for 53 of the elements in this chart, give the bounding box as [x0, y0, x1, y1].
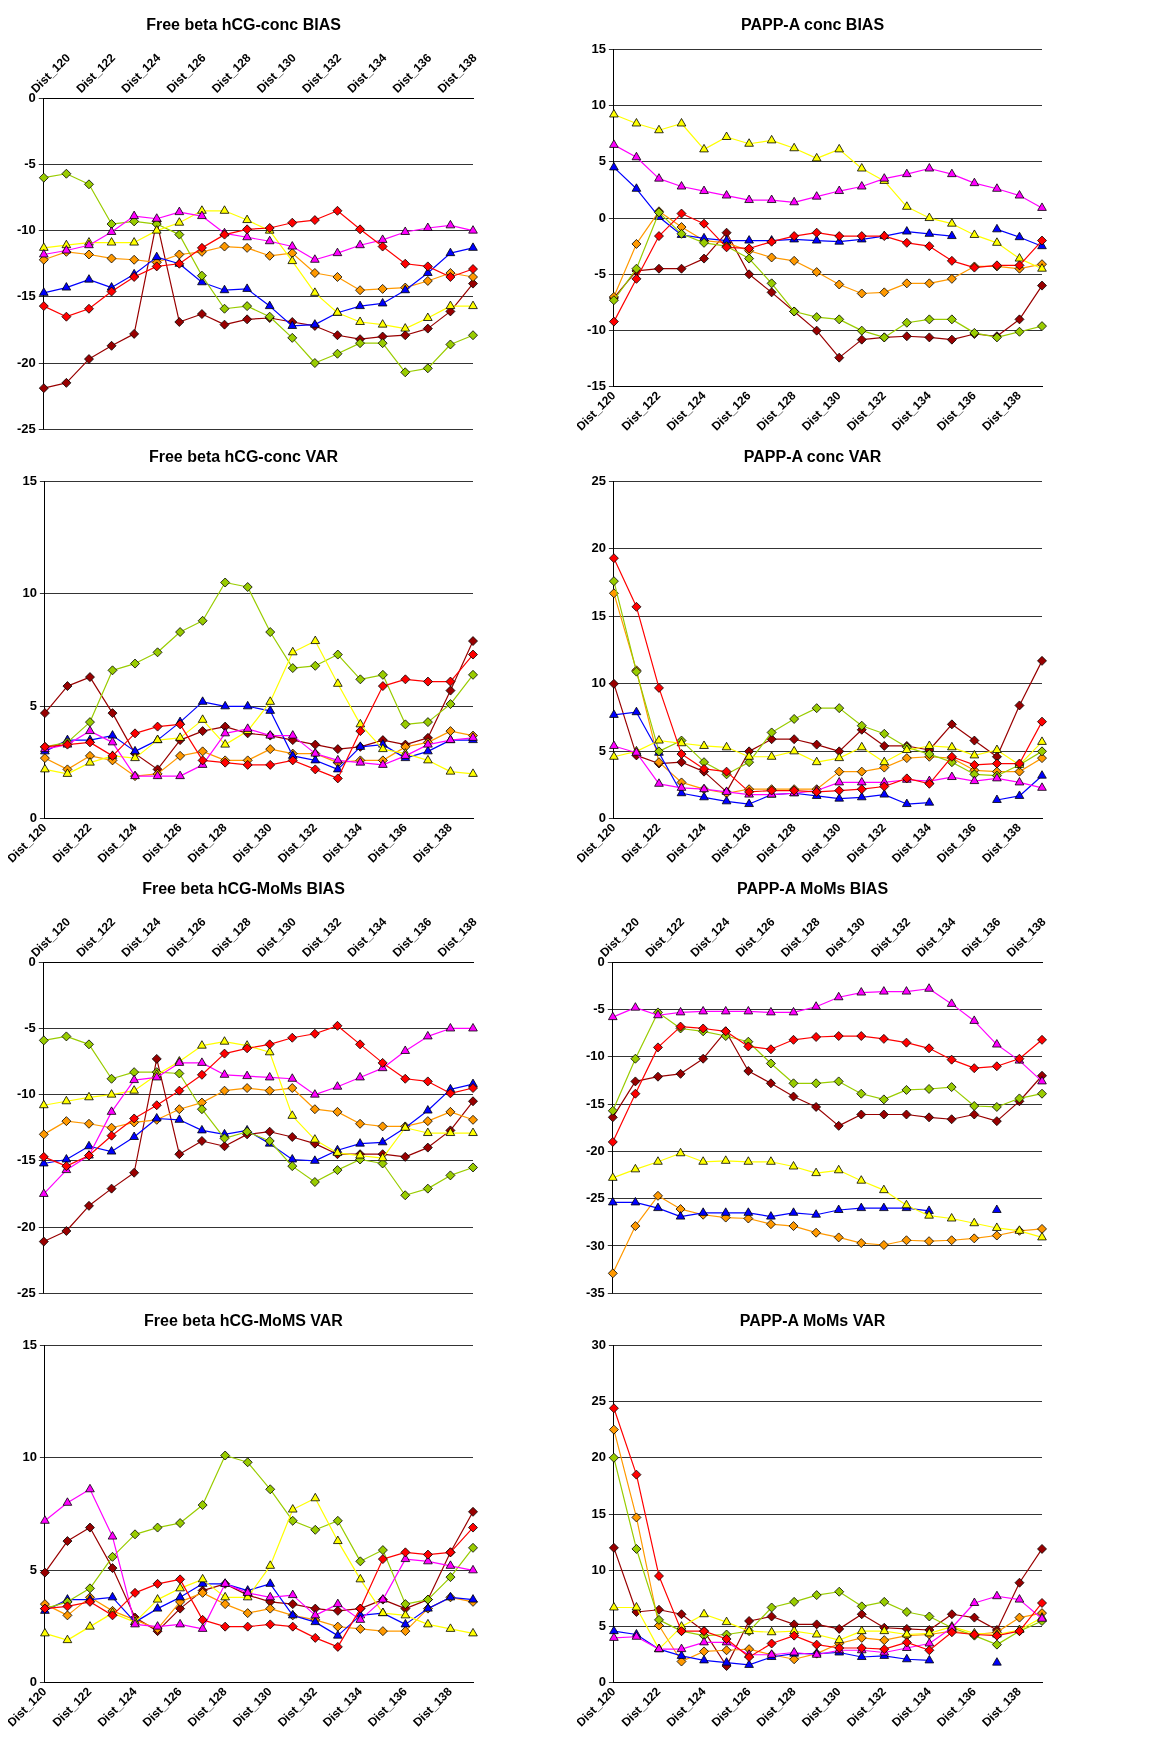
y-tick-label: 20 — [591, 540, 606, 556]
y-tick-label: -10 — [585, 1048, 605, 1064]
y-tick-label: 0 — [598, 810, 606, 826]
y-tick-label: -15 — [16, 288, 36, 304]
y-tick-label: 5 — [29, 1561, 37, 1577]
y-tick-label: -30 — [585, 1237, 605, 1253]
y-tick-label: 10 — [22, 585, 37, 601]
y-tick-label: -25 — [16, 1284, 36, 1300]
chart-title: Free beta hCG-conc VAR — [148, 448, 339, 466]
y-tick-label: 15 — [591, 607, 606, 623]
y-tick-label: -10 — [16, 222, 36, 238]
y-tick-label: 10 — [591, 675, 606, 691]
y-tick-label: -10 — [587, 322, 606, 338]
y-tick-label: 5 — [29, 697, 37, 713]
y-tick-label: 20 — [591, 1449, 606, 1465]
y-tick-label: 10 — [591, 97, 606, 113]
y-tick-label: -20 — [585, 1142, 605, 1158]
y-tick-label: 15 — [591, 40, 606, 56]
y-tick-label: 0 — [598, 1674, 606, 1690]
y-tick-label: 25 — [591, 472, 606, 488]
y-tick-label: 10 — [22, 1449, 37, 1465]
chart-title: Free beta hCG-MoMs BIAS — [142, 880, 346, 898]
y-tick-label: 15 — [22, 1336, 37, 1352]
chart-title: Free beta hCG-MoMS VAR — [144, 1312, 344, 1330]
y-tick-label: -25 — [16, 420, 36, 436]
y-tick-label: 5 — [598, 742, 606, 758]
y-tick-label: 0 — [29, 810, 37, 826]
y-tick-label: -25 — [585, 1190, 605, 1206]
y-tick-label: 0 — [598, 209, 606, 225]
y-tick-label: -5 — [24, 156, 36, 172]
y-tick-label: 15 — [591, 1505, 606, 1521]
y-tick-label: 30 — [591, 1336, 606, 1352]
y-tick-label: -10 — [16, 1086, 36, 1102]
y-tick-label: 25 — [591, 1393, 606, 1409]
y-tick-label: -20 — [16, 354, 36, 370]
y-tick-label: -5 — [594, 265, 606, 281]
y-tick-label: -20 — [16, 1218, 36, 1234]
chart-title: PAPP-A conc BIAS — [740, 16, 885, 34]
y-tick-label: -15 — [587, 378, 606, 394]
y-tick-label: -5 — [593, 1001, 605, 1017]
y-tick-label: -35 — [585, 1284, 605, 1300]
chart-title: Free beta hCG-conc BIAS — [146, 16, 342, 34]
y-tick-label: 0 — [29, 1674, 37, 1690]
y-tick-label: -15 — [16, 1152, 36, 1168]
y-tick-label: -5 — [24, 1020, 36, 1036]
y-tick-label: 5 — [598, 153, 606, 169]
y-tick-label: 5 — [598, 1618, 606, 1634]
y-tick-label: 10 — [591, 1561, 606, 1577]
chart-title: PAPP-A conc VAR — [743, 448, 882, 466]
y-tick-label: 15 — [22, 472, 37, 488]
y-tick-label: -15 — [585, 1095, 605, 1111]
chart-title: PAPP-A MoMs BIAS — [736, 880, 889, 898]
chart-title: PAPP-A MoMs VAR — [739, 1312, 886, 1330]
